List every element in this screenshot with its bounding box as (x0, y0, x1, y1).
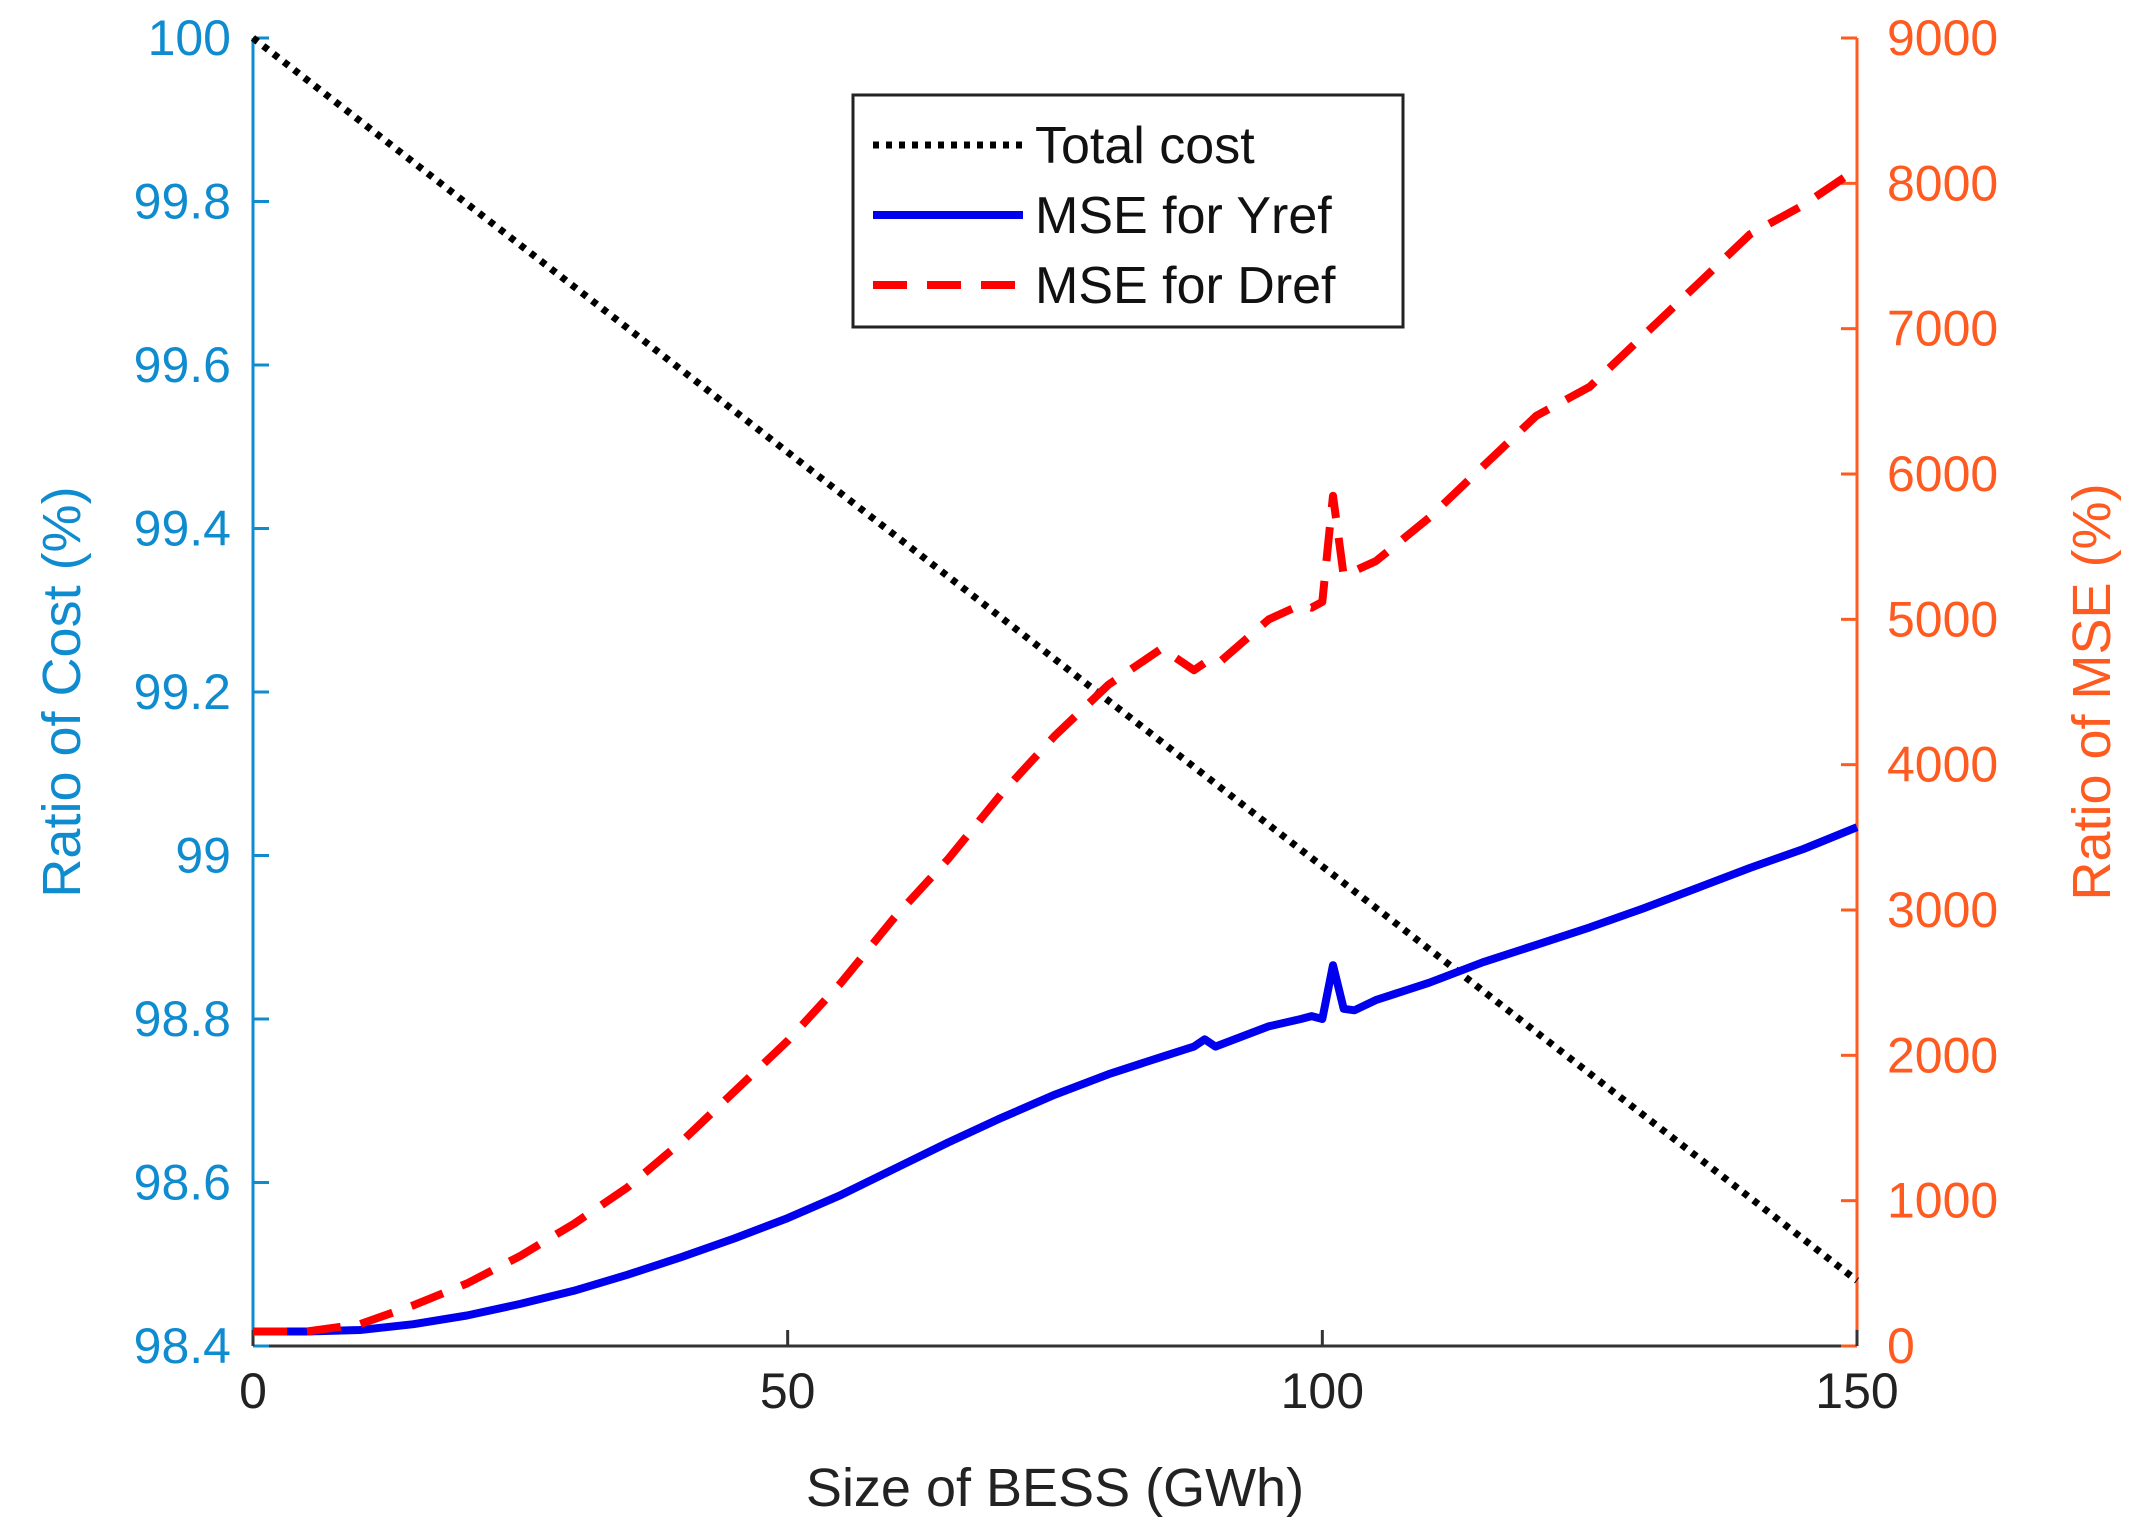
x-tick-label: 150 (1815, 1363, 1898, 1419)
right-y-ticks: 0 1000 2000 3000 4000 5000 6000 7000 8000 9000 (1841, 10, 1998, 1374)
right-tick-label: 0 (1887, 1318, 1915, 1374)
right-tick-label: 8000 (1887, 155, 1998, 211)
right-tick-label: 1000 (1887, 1173, 1998, 1229)
left-tick-label: 98.4 (134, 1318, 231, 1374)
series-lines (250, 35, 1860, 1336)
left-tick-label: 99.8 (134, 174, 231, 230)
left-tick-label: 100 (148, 10, 231, 66)
left-tick-label: 98.8 (134, 991, 231, 1047)
right-tick-label: 3000 (1887, 882, 1998, 938)
series-total-cost (250, 35, 1860, 1284)
legend: Total cost MSE for Yref MSE for Dref (851, 93, 1405, 329)
left-tick-label: 99.2 (134, 664, 231, 720)
right-tick-label: 5000 (1887, 591, 1998, 647)
x-tick-label: 0 (239, 1363, 267, 1419)
x-axis-label: Size of BESS (GWh) (806, 1458, 1304, 1518)
x-tick-label: 50 (760, 1363, 816, 1419)
left-tick-label: 99 (175, 828, 231, 884)
right-tick-label: 9000 (1887, 10, 1998, 66)
series-mse-dref (253, 165, 1860, 1336)
legend-label-total-cost: Total cost (1035, 117, 1255, 175)
series-mse-yref (253, 823, 1859, 1336)
right-y-axis-label: Ratio of MSE (%) (2062, 483, 2122, 900)
legend-label-mse-yref: MSE for Yref (1035, 187, 1332, 245)
left-y-axis-label: Ratio of Cost (%) (32, 486, 92, 897)
right-tick-label: 7000 (1887, 301, 1998, 357)
left-tick-label: 99.6 (134, 337, 231, 393)
x-tick-label: 100 (1281, 1363, 1364, 1419)
left-y-ticks: 98.4 98.6 98.8 99 99.2 99.4 99.6 99.8 100 (134, 10, 269, 1374)
left-tick-label: 99.4 (134, 501, 231, 557)
legend-label-mse-dref: MSE for Dref (1035, 257, 1336, 315)
left-tick-label: 98.6 (134, 1155, 231, 1211)
x-ticks: 0 50 100 150 (239, 1330, 1899, 1419)
right-tick-label: 4000 (1887, 737, 1998, 793)
right-tick-label: 2000 (1887, 1027, 1998, 1083)
right-tick-label: 6000 (1887, 446, 1998, 502)
